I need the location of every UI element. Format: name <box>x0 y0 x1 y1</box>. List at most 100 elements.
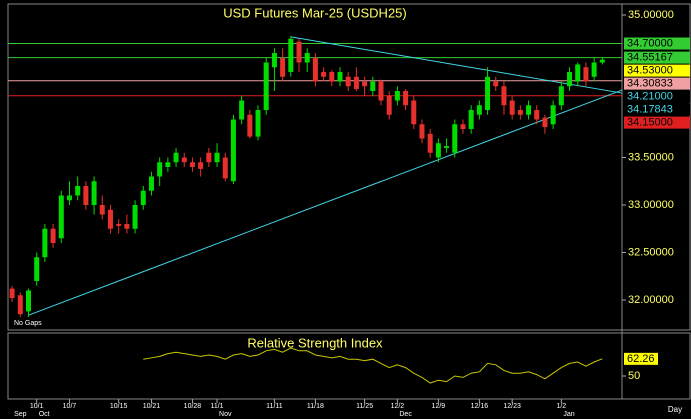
level-tag <box>624 90 690 103</box>
candle-body <box>583 67 589 82</box>
rsi-line <box>143 347 603 384</box>
candle-body <box>501 86 507 106</box>
candle-body <box>214 152 220 163</box>
candle-body <box>58 195 64 239</box>
candle-body <box>148 176 154 191</box>
y-tick-label: 32.00000 <box>628 294 674 306</box>
candle-body <box>542 117 548 128</box>
x-tick-label: 12/23 <box>503 403 521 410</box>
x-tick-label: 11/11 <box>266 403 283 410</box>
candle-body <box>116 223 122 226</box>
candle-body <box>312 57 318 82</box>
month-label: Nov <box>219 411 232 418</box>
period: Day <box>668 405 682 414</box>
candle-body <box>280 57 286 77</box>
y-tick-label: 50 <box>628 370 640 382</box>
candle-body <box>476 105 482 115</box>
candle-body <box>198 162 204 169</box>
candle-body <box>157 162 163 177</box>
rsi-panel-frame <box>7 332 691 400</box>
candle-body <box>42 228 48 258</box>
candle-body <box>599 59 605 63</box>
chart-title: USD Futures Mar-25 (USDH25) <box>223 5 407 20</box>
level-tag <box>624 37 690 50</box>
x-tick-label: 11/25 <box>356 403 373 410</box>
level-tag-label: 34.21000 <box>627 91 673 103</box>
x-tick-label: 10/1 <box>30 403 44 410</box>
candle-body <box>435 143 441 158</box>
candle-body <box>288 38 294 73</box>
level-tag-label: 34.70000 <box>627 37 673 49</box>
candle-body <box>411 100 417 125</box>
candle-body <box>493 81 499 87</box>
candle-body <box>107 209 113 229</box>
candle-body <box>321 72 327 77</box>
candle-body <box>485 76 491 111</box>
x-tick-label: 10/21 <box>143 403 161 410</box>
x-tick-label: 12/2 <box>391 403 405 410</box>
candle-body <box>271 53 277 68</box>
candle-body <box>17 295 23 315</box>
candle-body <box>222 157 228 179</box>
level-tag-label: 34.30833 <box>627 78 673 90</box>
level-tag <box>624 116 690 129</box>
candle-body <box>526 105 532 115</box>
level-tag-label: 34.15000 <box>627 117 673 129</box>
candle-body <box>255 110 261 137</box>
candle-body <box>362 81 368 87</box>
month-label: Dec <box>399 411 412 418</box>
candle-body <box>468 110 474 130</box>
candle-body <box>239 100 245 120</box>
candle-body <box>83 185 89 205</box>
candle-body <box>386 95 392 115</box>
y-tick-label: 33.50000 <box>628 151 674 163</box>
candle-body <box>517 110 523 115</box>
candle-body <box>452 124 458 153</box>
x-tick-label: 10/28 <box>184 403 202 410</box>
candle-body <box>165 162 171 167</box>
candle-body <box>329 72 335 82</box>
candle-body <box>230 119 236 182</box>
x-tick-label: 11/1 <box>210 403 223 410</box>
candle-body <box>567 72 573 87</box>
candle-body <box>419 124 425 139</box>
level-tag-label: 34.17843 <box>627 104 673 116</box>
candle-body <box>181 157 187 163</box>
candle-body <box>337 72 343 82</box>
trendline <box>290 36 623 94</box>
candle-body <box>353 76 359 90</box>
candle-body <box>206 152 212 163</box>
candle-body <box>50 228 56 243</box>
candle-body <box>25 290 31 312</box>
candle-body <box>173 152 179 163</box>
candle-body <box>403 91 409 106</box>
candle-body <box>75 185 81 196</box>
candle-body <box>575 64 581 82</box>
candle-body <box>534 110 540 120</box>
x-tick-label: 10/15 <box>110 403 128 410</box>
candle-body <box>444 146 450 149</box>
candle-body <box>132 204 138 229</box>
candle-body <box>460 124 466 130</box>
rsi-tag <box>624 352 658 365</box>
y-tick-label: 35.00000 <box>628 9 674 21</box>
candle-body <box>9 288 15 299</box>
candle-body <box>247 114 253 137</box>
y-tick-label: 33.00000 <box>628 199 674 211</box>
x-tick-label: 12/16 <box>471 403 489 410</box>
candle-body <box>124 223 130 229</box>
x-tick-label: 1/2 <box>556 403 566 410</box>
month-label: Oct <box>39 411 50 418</box>
level-tag-label: 34.53000 <box>627 65 673 77</box>
candle-body <box>378 81 384 101</box>
gap-mode: No Gaps <box>14 320 42 327</box>
candle-body <box>140 190 146 205</box>
candle-body <box>509 100 515 115</box>
candle-body <box>99 204 105 215</box>
candle-body <box>304 53 310 63</box>
level-tag <box>624 51 690 64</box>
candle-body <box>427 133 433 153</box>
level-tag <box>624 103 690 116</box>
